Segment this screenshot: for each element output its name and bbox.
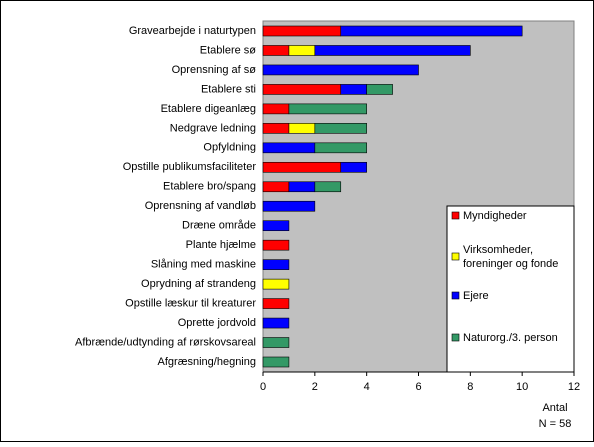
y-tick-label: Oprette jordvold: [178, 317, 256, 329]
y-tick-label: Opstille læskur til kreaturer: [125, 297, 256, 309]
bar-segment: [288, 103, 367, 115]
bar-segment: [288, 123, 316, 134]
annotation: N = 58: [539, 418, 572, 430]
bar-segment: [366, 84, 393, 95]
x-tick-label: 2: [312, 381, 318, 393]
bar-segment: [262, 103, 290, 115]
bar-segment: [262, 161, 342, 173]
bar-segment: [262, 259, 290, 270]
x-tick-label: 6: [415, 381, 421, 393]
bar-segment: [314, 45, 471, 56]
bar-segment: [262, 25, 342, 37]
bar-segment: [262, 200, 316, 212]
legend-label: Ejere: [463, 290, 489, 302]
x-tick-label: 4: [364, 381, 370, 393]
bar-segment: [314, 181, 342, 193]
bar-segment: [314, 142, 367, 154]
bar-segment: [262, 123, 290, 134]
y-tick-label: Etablere digeanlæg: [161, 103, 256, 115]
y-tick-label: Afbrænde/udtynding af rørskovsareal: [75, 336, 256, 348]
legend-swatch: [451, 252, 460, 261]
y-tick-label: Oprydning af strandeng: [141, 278, 256, 290]
y-tick-label: Oprensning af vandløb: [145, 200, 256, 212]
legend-swatch: [451, 291, 460, 300]
legend-label: Naturorg./3. person: [463, 332, 558, 344]
y-tick-label: Gravearbejde i naturtypen: [129, 25, 256, 37]
x-tick-label: 8: [467, 381, 473, 393]
bar-segment: [262, 45, 290, 56]
legend-label: Myndigheder: [463, 210, 527, 222]
y-tick-label: Slåning med maskine: [151, 259, 256, 271]
bar-segment: [288, 45, 316, 56]
x-tick-label: 10: [516, 381, 528, 393]
bar-segment: [340, 84, 367, 95]
y-tick-label: Opfyldning: [203, 142, 256, 154]
y-tick-label: Etablere sø: [200, 44, 257, 56]
legend-label: Virksomheder, foreninger og fonde: [463, 244, 558, 270]
legend-swatch: [451, 333, 460, 342]
bar-segment: [262, 317, 290, 329]
bar-segment: [262, 298, 290, 309]
y-tick-label: Etablere sti: [201, 83, 256, 95]
bar-segment: [262, 181, 290, 193]
y-tick-label: Opstille publikumsfaciliteter: [123, 161, 257, 173]
y-tick-label: Afgræsning/hegning: [158, 356, 256, 368]
bar-segment: [262, 84, 342, 95]
bar-segment: [262, 64, 419, 76]
bar-segment: [340, 161, 367, 173]
legend-box: [446, 205, 575, 373]
bar-segment: [262, 239, 290, 251]
bar-segment: [288, 181, 316, 193]
x-axis-label: Antal: [542, 402, 567, 414]
x-tick-label: 12: [568, 381, 580, 393]
y-tick-label: Oprensning af sø: [172, 64, 257, 76]
y-tick-label: Nedgrave ledning: [170, 122, 256, 134]
bar-segment: [262, 337, 290, 348]
bar-segment: [262, 220, 290, 232]
legend-swatch: [451, 211, 460, 220]
bar-segment: [314, 123, 367, 134]
bar-segment: [262, 278, 290, 290]
bar-segment: [262, 142, 316, 154]
y-tick-label: Dræne område: [182, 220, 256, 232]
y-tick-label: Plante hjælme: [186, 239, 256, 251]
y-tick-label: Etablere bro/spang: [163, 181, 256, 193]
x-tick-label: 0: [260, 381, 266, 393]
bar-segment: [262, 356, 290, 368]
bar-segment: [340, 25, 523, 37]
